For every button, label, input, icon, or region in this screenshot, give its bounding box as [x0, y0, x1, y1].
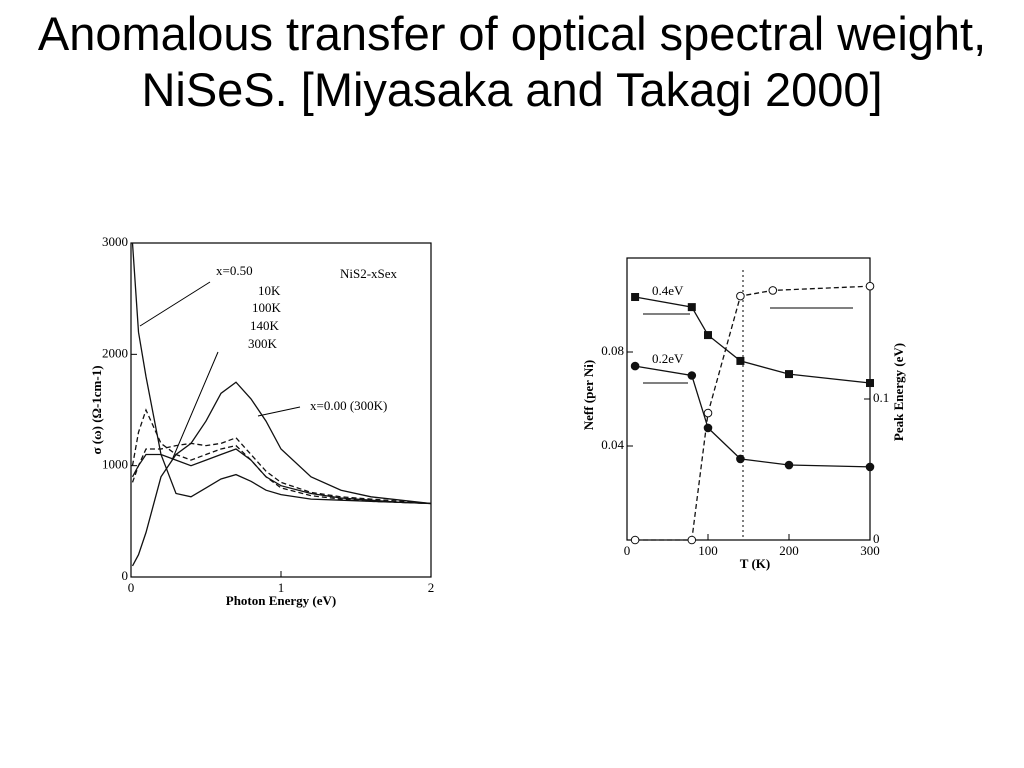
marker	[768, 286, 778, 295]
x-tick-label: 0	[128, 580, 135, 595]
series-label: 100K	[252, 300, 282, 315]
x-axis-label: T (K)	[740, 556, 770, 571]
marker	[865, 281, 875, 291]
arrows	[139, 270, 853, 540]
marker	[687, 303, 696, 312]
marker	[784, 460, 794, 470]
slide-title: Anomalous transfer of optical spectral w…	[37, 7, 987, 116]
x-tick-label: 0	[624, 543, 631, 558]
series-line	[131, 408, 432, 505]
y-tick-label: 0	[122, 568, 129, 583]
series-line	[634, 296, 871, 384]
marker	[736, 356, 745, 365]
y-axis-label: Neff (per Ni)	[581, 360, 596, 431]
marker	[703, 423, 713, 433]
x-tick-label: 200	[779, 543, 799, 558]
y-tick-label: 0.04	[601, 437, 624, 452]
y-tick-label: 1000	[102, 457, 128, 472]
x-tick-label: 100	[698, 543, 718, 558]
marker	[865, 462, 875, 472]
axes-frame	[626, 257, 871, 541]
marker	[866, 379, 874, 388]
marker	[785, 370, 793, 379]
marker	[631, 293, 640, 302]
y-tick-label: 0.08	[601, 343, 624, 358]
marker	[704, 331, 712, 340]
series-label: 10K	[258, 283, 281, 298]
annotation: x=0.50	[216, 263, 253, 278]
series-line	[131, 448, 432, 505]
series-label: 0.2eV	[652, 351, 684, 366]
series-line	[635, 285, 871, 541]
y2-tick-label: 0.1	[873, 390, 889, 405]
marker	[736, 454, 745, 464]
series-line	[131, 242, 432, 505]
series-line	[131, 381, 432, 567]
y-axis-label: σ (ω) (Ω-1cm-1)	[89, 365, 104, 454]
x-tick-label: 2	[428, 580, 435, 595]
marker	[736, 291, 745, 301]
marker	[687, 371, 697, 380]
x-tick-label: 300	[860, 543, 880, 558]
y2-tick-label: 0	[873, 531, 880, 546]
series-label: x=0.00 (300K)	[310, 398, 387, 413]
series-label: 0.4eV	[652, 283, 684, 298]
y-tick-label: 3000	[102, 234, 128, 249]
marker	[630, 535, 640, 545]
series-label: 300K	[248, 336, 278, 351]
x-axis-label: Photon Energy (eV)	[226, 593, 337, 608]
marker	[703, 408, 713, 418]
marker	[687, 535, 697, 545]
x-tick-label: 1	[278, 580, 285, 595]
series-line	[634, 365, 871, 468]
y2-axis-label: Peak Energy (eV)	[891, 343, 906, 441]
y-tick-label: 2000	[102, 345, 128, 360]
marker	[630, 361, 640, 371]
annotation: NiS2-xSex	[340, 266, 398, 281]
series-label: 140K	[250, 318, 280, 333]
